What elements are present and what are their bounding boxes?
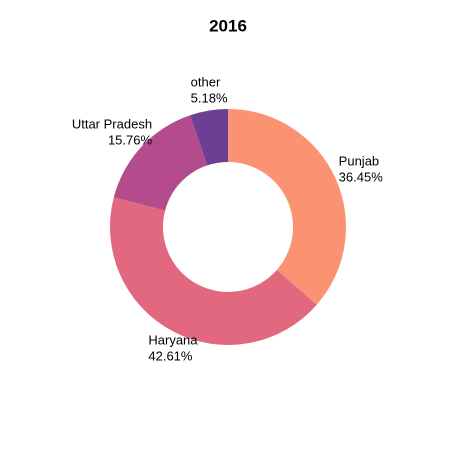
slice-label: other — [191, 74, 221, 89]
donut-slice — [190, 109, 228, 166]
slice-label: Uttar Pradesh — [72, 116, 152, 131]
slice-value-label: 42.61% — [148, 348, 193, 363]
slice-label: Punjab — [339, 153, 379, 168]
donut-slice — [113, 115, 208, 211]
slice-value-label: 5.18% — [191, 90, 228, 105]
slice-value-label: 15.76% — [108, 132, 153, 147]
slice-value-label: 36.45% — [339, 169, 384, 184]
slice-label: Haryana — [148, 332, 198, 347]
donut-slice — [110, 197, 317, 345]
donut-slice — [228, 109, 346, 305]
chart-title: 2016 — [209, 16, 247, 35]
